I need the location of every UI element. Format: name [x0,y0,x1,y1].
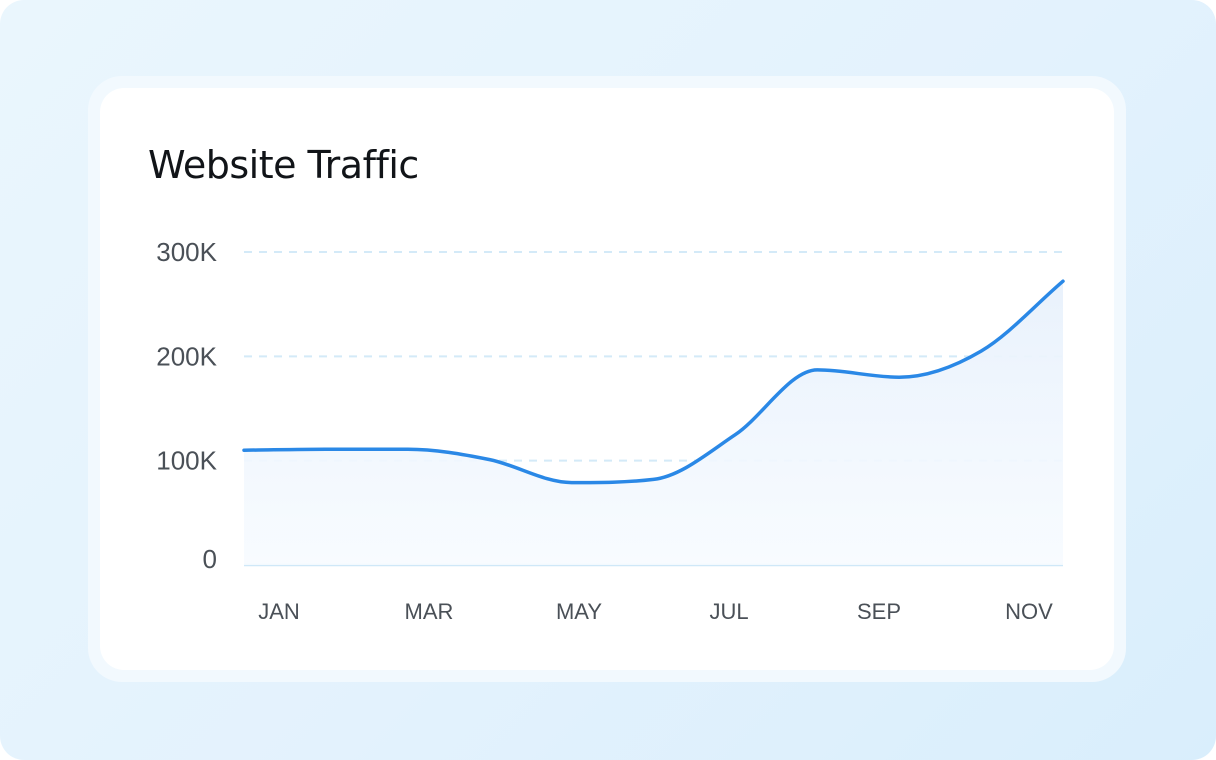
x-tick-label: MAR [405,599,454,624]
series-layer [242,279,1065,485]
chart-title: Website Traffic [148,143,419,187]
y-tick-label: 0 [203,544,217,574]
x-axis-ticks: JAN MAR MAY JUL SEP NOV [258,599,1053,624]
x-tick-label: JUL [709,599,748,624]
y-tick-label: 100K [156,446,217,476]
x-tick-label: JAN [258,599,300,624]
x-tick-label: MAY [556,599,602,624]
y-axis-ticks: 0 100K 200K 300K [156,237,217,574]
series-line [242,279,1065,485]
series-area [244,281,1063,565]
x-tick-label: NOV [1005,599,1053,624]
y-tick-label: 200K [156,341,217,371]
area-layer [244,281,1063,565]
y-tick-label: 300K [156,237,217,267]
x-tick-label: SEP [857,599,901,624]
